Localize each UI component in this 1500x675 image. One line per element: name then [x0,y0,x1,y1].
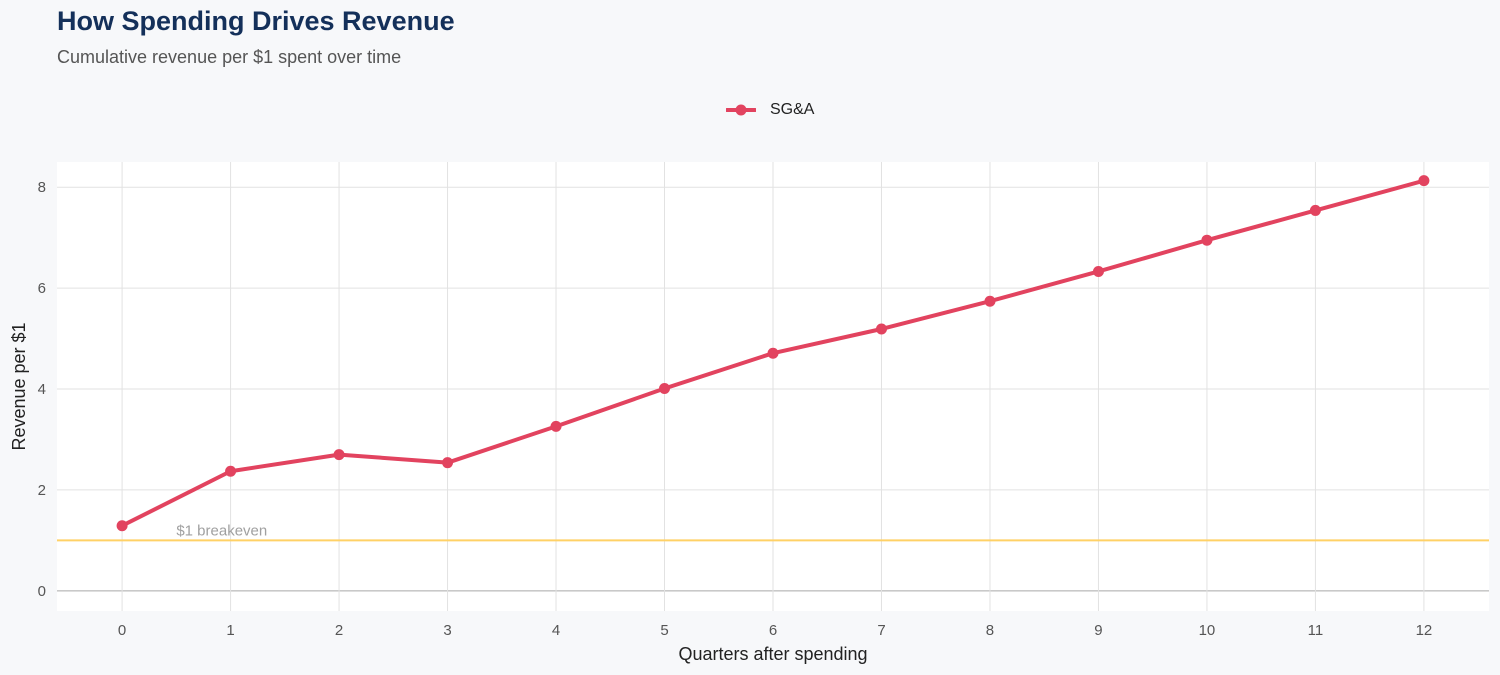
y-axis-title: Revenue per $1 [9,322,29,450]
data-point [1418,175,1430,187]
chart-title: How Spending Drives Revenue [57,6,455,36]
data-point [442,457,454,469]
data-point [1092,265,1104,277]
data-point [659,383,671,395]
series-layer [116,175,1430,532]
gridlines [57,162,1489,611]
x-tick-label: 0 [118,622,126,639]
data-point [767,347,779,359]
y-tick-label: 8 [38,179,46,196]
x-tick-label: 8 [986,622,994,639]
data-point [1309,204,1321,216]
x-tick-label: 9 [1094,622,1102,639]
data-point [225,465,237,477]
x-tick-label: 6 [769,622,777,639]
x-tick-label: 12 [1416,622,1433,639]
data-point [116,520,128,532]
y-tick-label: 2 [38,482,46,499]
x-tick-label: 3 [443,622,451,639]
data-point [333,449,345,461]
legend-label-sga: SG&A [770,101,815,118]
x-tick-label: 7 [877,622,885,639]
legend: SG&A [726,98,814,122]
data-point [875,323,887,335]
x-tick-label: 11 [1308,622,1324,639]
reference-layer: $1 breakeven [57,522,1489,542]
x-tick-label: 5 [660,622,668,639]
data-point [1201,234,1213,246]
chart-subtitle: Cumulative revenue per $1 spent over tim… [57,47,402,67]
x-tick-label: 10 [1199,622,1216,639]
x-axis-title: Quarters after spending [678,644,867,664]
legend-key-sga [726,104,756,116]
data-point [550,420,562,432]
x-tick-label: 1 [226,622,234,639]
data-point [984,295,996,307]
breakeven-label: $1 breakeven [176,522,267,539]
y-tick-label: 4 [38,381,46,398]
x-tick-label: 2 [335,622,343,639]
y-tick-label: 6 [38,280,46,297]
x-tick-label: 4 [552,622,560,639]
y-tick-label: 0 [38,583,46,600]
